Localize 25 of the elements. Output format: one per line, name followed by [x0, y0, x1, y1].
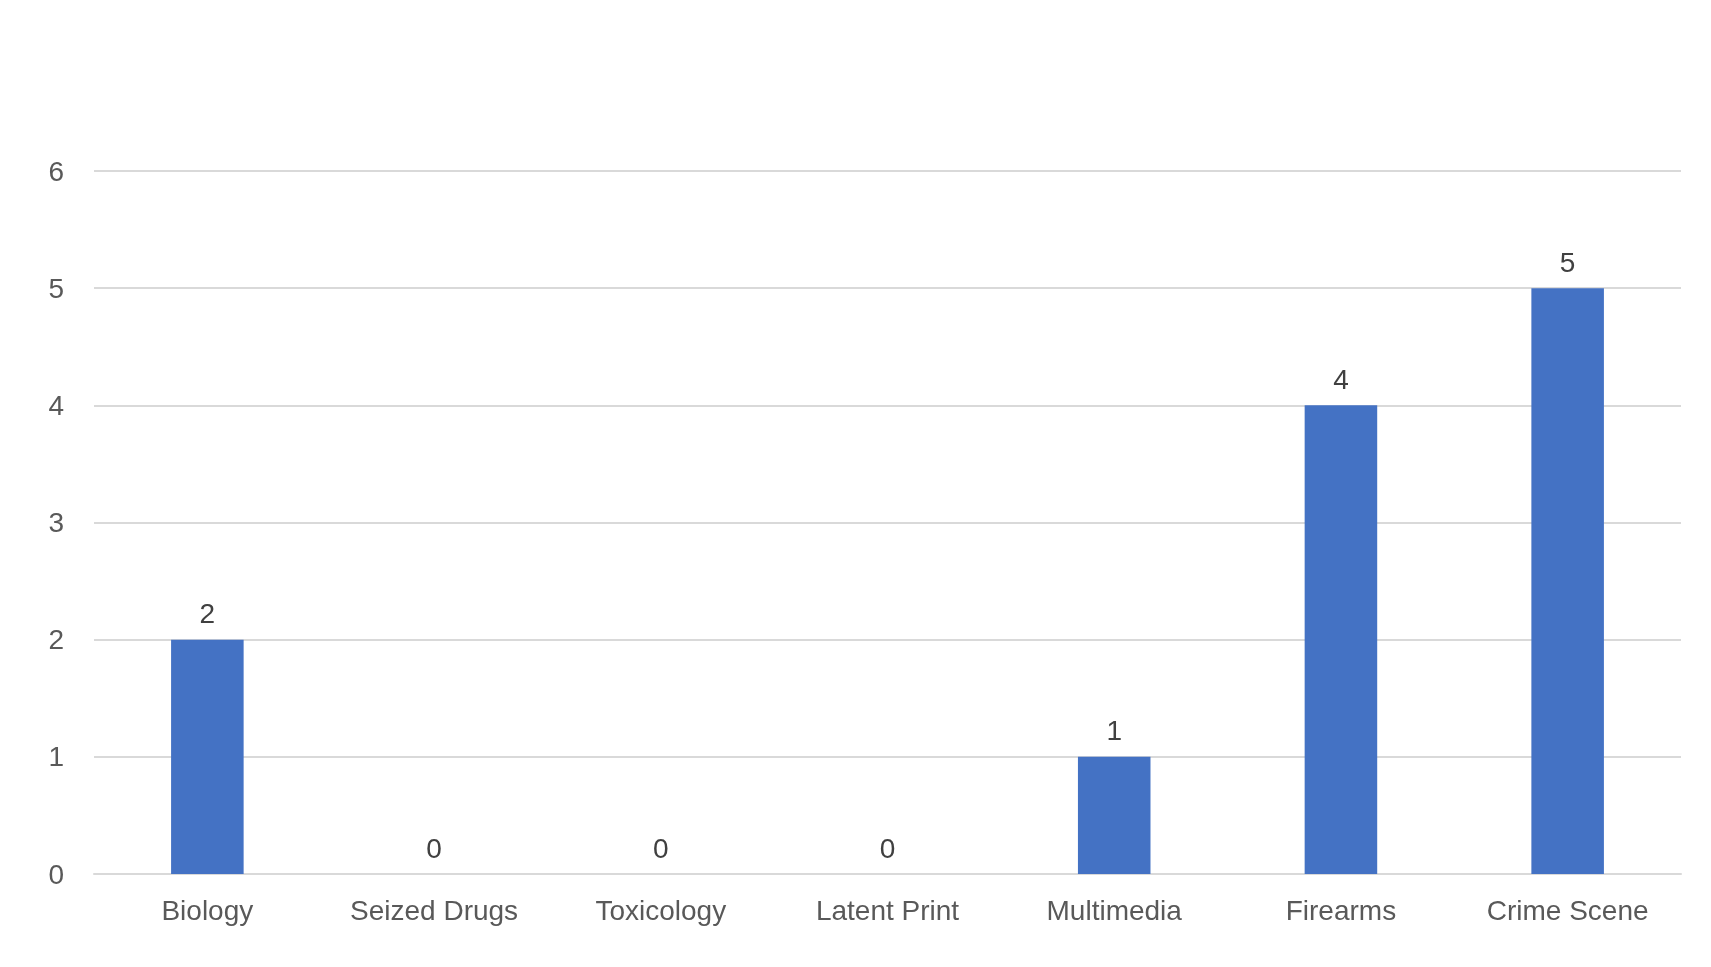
data-label: 0 [653, 832, 669, 864]
y-tick-label: 0 [48, 858, 64, 890]
data-label: 1 [1106, 715, 1122, 747]
bar [1077, 756, 1151, 874]
x-tick-label: Biology [161, 894, 254, 926]
bar [171, 639, 244, 874]
x-tick-label: Crime Scene [1486, 894, 1649, 926]
data-label: 0 [426, 832, 442, 864]
x-tick-label: Toxicology [595, 894, 727, 926]
x-tick-label: Multimedia [1046, 894, 1183, 926]
x-tick-label: Latent Print [815, 894, 960, 926]
x-tick-label: Seized Drugs [350, 894, 519, 926]
y-tick-label: 5 [48, 272, 64, 304]
bar [1531, 288, 1604, 874]
bar [1304, 405, 1378, 874]
y-tick-label: 4 [48, 389, 64, 421]
data-label: 0 [879, 832, 896, 864]
x-tick-label: Firearms [1285, 894, 1397, 926]
y-tick-label: 1 [48, 741, 64, 773]
data-label: 4 [1333, 363, 1349, 395]
data-label: 5 [1559, 246, 1576, 278]
y-tick-label: 2 [48, 624, 64, 656]
y-tick-label: 6 [48, 155, 64, 187]
data-label: 2 [199, 598, 216, 630]
y-tick-label: 3 [48, 507, 64, 538]
